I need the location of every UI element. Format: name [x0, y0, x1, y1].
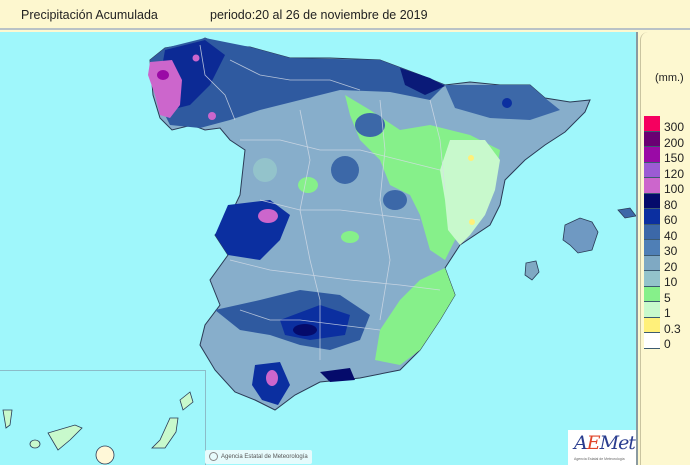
legend-swatch [644, 286, 660, 302]
province-borders [199, 44, 446, 360]
legend-swatch [644, 255, 660, 271]
tenerife [47, 424, 83, 451]
legend-label: 100 [664, 182, 685, 196]
legend-swatch [644, 178, 660, 194]
agency-credit: Agencia Estatal de Meteorología [205, 450, 312, 464]
legend-swatch [644, 162, 660, 178]
cordoba-core [293, 324, 317, 336]
canary-islands-inset [0, 370, 206, 465]
legend-label: 1 [664, 306, 671, 320]
legend-labels: 300 200 150 120 100 80 60 40 30 20 10 5 1 0.3 0 [664, 120, 684, 353]
legend-swatch [644, 271, 660, 287]
leon-light [253, 158, 277, 182]
legend-label: 200 [664, 135, 685, 150]
caceres-magenta [258, 209, 278, 223]
legend-swatch [644, 302, 660, 318]
legend-label: 0.3 [664, 321, 681, 336]
la-gomera [29, 439, 41, 449]
southeast-green [375, 268, 455, 365]
north-darkest [400, 68, 445, 95]
levante-light [440, 140, 500, 245]
copyright-icon [209, 451, 218, 461]
legend-label: 10 [664, 275, 678, 289]
legend-label: 20 [664, 259, 678, 274]
dry-spot-1 [468, 155, 474, 161]
malaga-magenta [266, 370, 278, 386]
mallorca [562, 217, 599, 254]
map-title: Precipitación Acumulada [21, 8, 158, 22]
ourense-spot [208, 112, 216, 120]
legend-swatch [644, 333, 660, 349]
logo-a: A [574, 432, 588, 454]
legend-swatch [644, 240, 660, 256]
legend-label: 300 [664, 120, 685, 134]
precipitation-map [0, 32, 638, 465]
menorca [617, 207, 636, 219]
cuenca-spot [383, 190, 407, 210]
legend-swatch [644, 193, 660, 209]
legend-label: 80 [664, 197, 678, 212]
legend-swatch [644, 209, 660, 225]
aemet-logo: AEMet Agencia Estatal de Meteorología [568, 430, 636, 465]
legend-label: 5 [664, 290, 671, 305]
legend-swatch [644, 147, 660, 163]
logo-e: E [586, 432, 601, 454]
galicia-magenta [148, 60, 182, 118]
legend-swatch [644, 317, 660, 333]
legend-swatch [644, 131, 660, 147]
legend-label: 150 [664, 151, 685, 165]
granada-coast [320, 368, 355, 382]
ibiza [524, 260, 540, 281]
legend-label: 0 [664, 337, 671, 351]
legend-label: 60 [664, 213, 678, 227]
north-wet-zone [150, 38, 445, 128]
dry-spot-2 [469, 219, 475, 225]
legend-unit: (mm.) [655, 72, 684, 84]
lugo-spot [192, 54, 200, 62]
legend-label: 120 [664, 166, 685, 181]
fuerteventura [151, 417, 179, 449]
la-palma [2, 409, 13, 429]
madrid-north-spot [331, 156, 359, 184]
legend-panel: (mm.) 300 200 150 120 100 80 60 40 30 20 10 5 1 0.3 0 [640, 32, 690, 465]
credit-text: Agencia Estatal de Meteorología [221, 454, 308, 460]
header-bar: Precipitación Acumulada periodo:20 al 26… [0, 0, 690, 30]
map-period: periodo:20 al 26 de noviembre de 2019 [210, 8, 428, 22]
legend-swatches [644, 116, 660, 349]
logo-met: Met [599, 432, 636, 454]
legend-swatch [644, 116, 660, 132]
logo-subtitle: Agencia Estatal de Meteorología [574, 457, 625, 461]
spain-map-graphic [2, 37, 636, 465]
logo-wordmark: AEMet [574, 432, 636, 454]
legend-label: 40 [664, 228, 678, 243]
pyrenees-spot [502, 98, 512, 108]
burgos-spot [355, 113, 385, 137]
legend-swatch [644, 224, 660, 240]
lanzarote [179, 391, 194, 411]
legend-label: 30 [664, 244, 678, 258]
galicia-core [157, 70, 169, 80]
valladolid-green [298, 177, 318, 193]
toledo-green [341, 231, 359, 243]
gran-canaria [95, 445, 115, 465]
